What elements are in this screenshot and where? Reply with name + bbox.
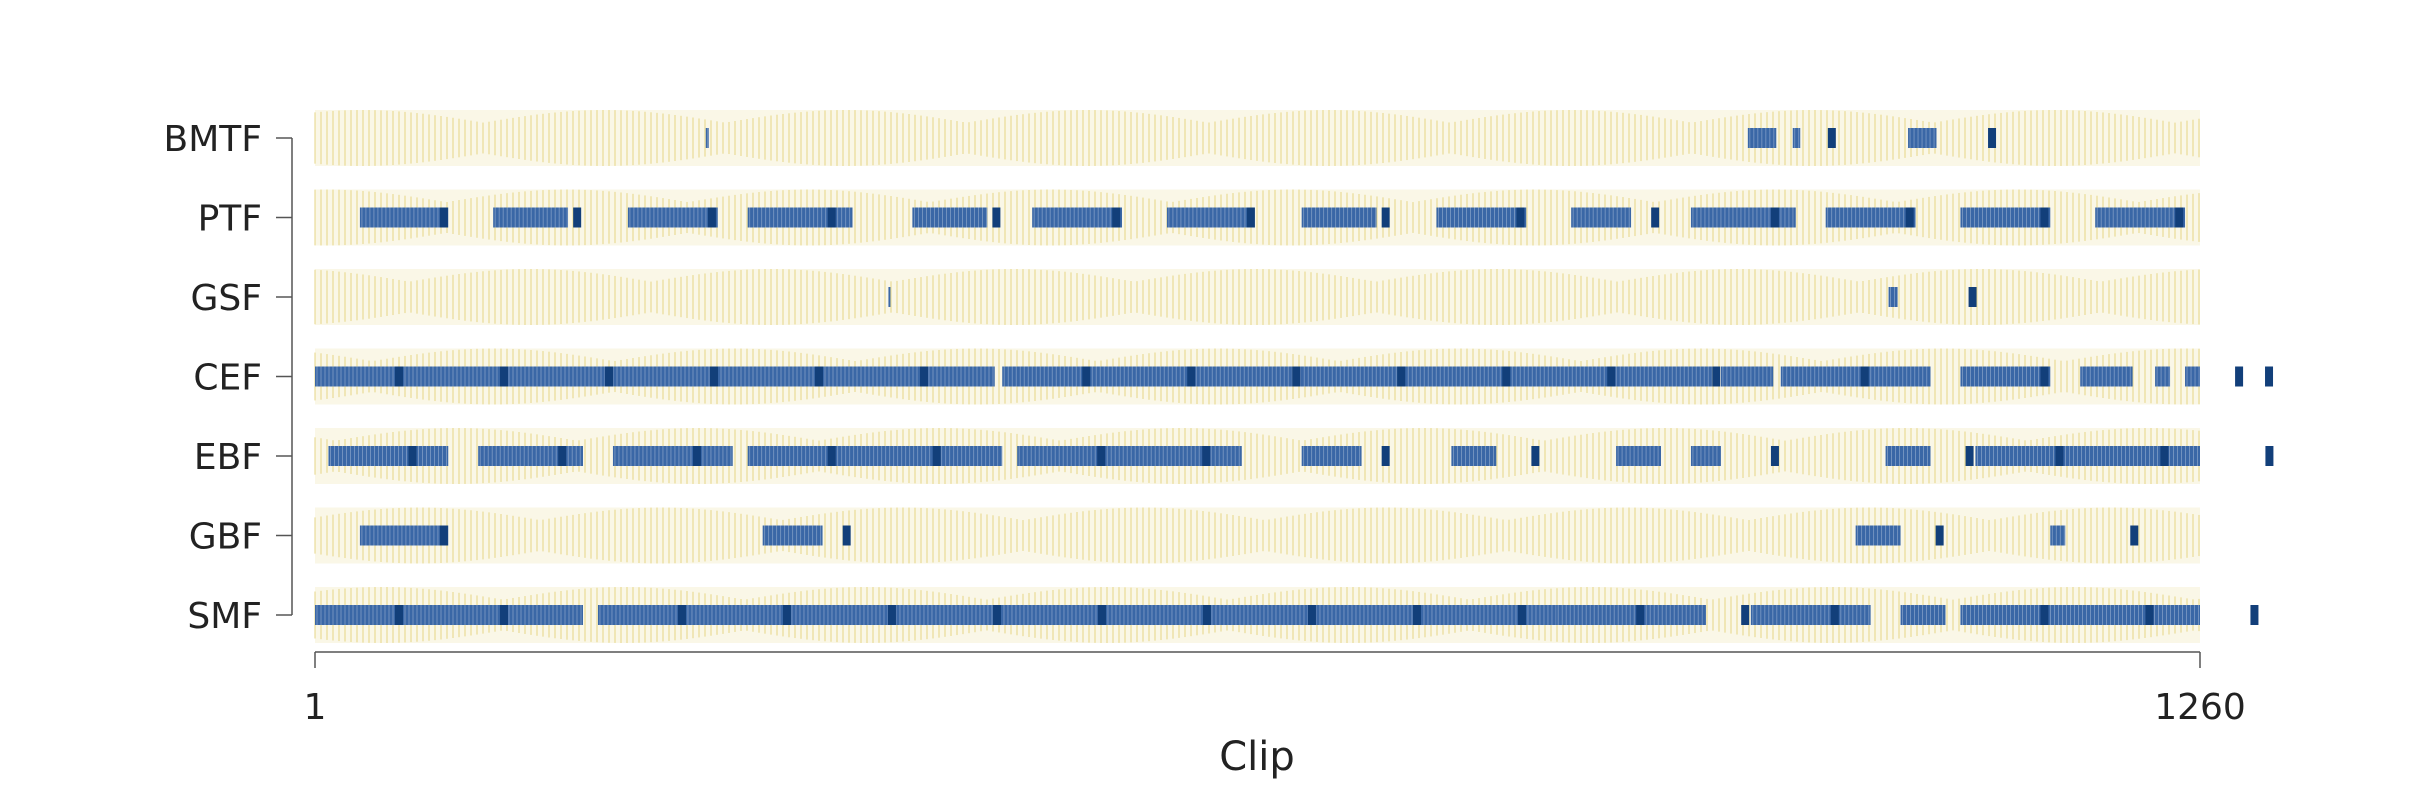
band-gbf (314, 507, 2200, 564)
segment-bmtf-3 (1908, 128, 1937, 148)
segment-ptf-12 (1960, 207, 2051, 228)
x-axis: 1 1260 (304, 651, 2246, 728)
segment-ptf-9 (1571, 207, 1632, 228)
x-tick-label-1: 1 (304, 687, 327, 728)
band-gsf (314, 269, 2200, 325)
segment-smf-4 (1556, 605, 1706, 625)
segment-cef-1 (1002, 366, 1712, 387)
segment-ebf-4 (1017, 446, 1242, 466)
segment-ptf-6 (1166, 207, 1250, 228)
segment-ptf-2 (627, 207, 718, 228)
segment-ebf-8 (1690, 446, 1721, 466)
segment-smf-0 (315, 605, 584, 625)
segment-gbf-1 (762, 525, 823, 546)
segment-cef-0 (315, 366, 995, 387)
y-tick-label-ebf: EBF (194, 437, 262, 478)
band-ebf (314, 428, 2200, 484)
segment-ptf-3 (747, 207, 853, 228)
segment-ebf-0 (328, 446, 449, 466)
segment-ptf-11 (1825, 207, 1916, 228)
segment-bmtf-0 (705, 128, 709, 148)
segment-ptf-10 (1690, 207, 1796, 228)
y-tick-label-ptf: PTF (198, 199, 262, 240)
segment-cef-3 (1780, 366, 1931, 387)
segment-ptf-5 (1032, 207, 1123, 228)
y-axis: BMTF PTF GSF CEF EBF GBF SMF (164, 119, 293, 637)
segment-gsf-1 (1888, 287, 1898, 307)
segment-ebf-9 (1885, 446, 1931, 466)
segment-cef-6 (2155, 366, 2171, 387)
segment-cef-7 (2185, 366, 2200, 387)
y-tick-label-gsf: GSF (191, 278, 262, 319)
band-bmtf (314, 110, 2200, 166)
selection-segments (315, 128, 2274, 625)
segment-gbf-0 (359, 525, 449, 546)
segment-ptf-1 (493, 207, 569, 228)
segment-ebf-7 (1616, 446, 1662, 466)
segment-ebf-2 (612, 446, 733, 466)
y-tick-label-smf: SMF (187, 596, 262, 637)
band-ptf (314, 189, 2200, 246)
segment-smf-1 (597, 605, 1557, 625)
segment-gbf-2 (1855, 525, 1901, 546)
x-tick-label-1260: 1260 (2154, 687, 2246, 728)
segment-smf-6 (1900, 605, 1946, 625)
segment-ebf-6 (1451, 446, 1497, 466)
segment-gsf-0 (888, 287, 891, 307)
segment-ptf-13 (2095, 207, 2186, 228)
segment-ptf-8 (1436, 207, 1527, 228)
segment-gbf-3 (2050, 525, 2066, 546)
segment-cef-4 (1960, 366, 2051, 387)
segment-smf-5 (1750, 605, 1871, 625)
segment-cef-2 (1720, 366, 1774, 387)
segment-ebf-10 (1975, 446, 2200, 466)
segment-ptf-7 (1301, 207, 1377, 228)
segment-cef-5 (2080, 366, 2133, 387)
segment-smf-7 (1960, 605, 2200, 625)
segment-ebf-1 (478, 446, 584, 466)
segment-bmtf-1 (1747, 128, 1777, 148)
segment-ebf-5 (1301, 446, 1362, 466)
y-tick-label-bmtf: BMTF (164, 119, 262, 160)
x-axis-title: Clip (1219, 734, 1295, 780)
segment-ptf-0 (359, 207, 449, 228)
y-tick-label-cef: CEF (193, 358, 262, 399)
segment-bmtf-2 (1792, 128, 1801, 148)
segment-ptf-4 (912, 207, 988, 228)
y-tick-label-gbf: GBF (189, 517, 262, 558)
